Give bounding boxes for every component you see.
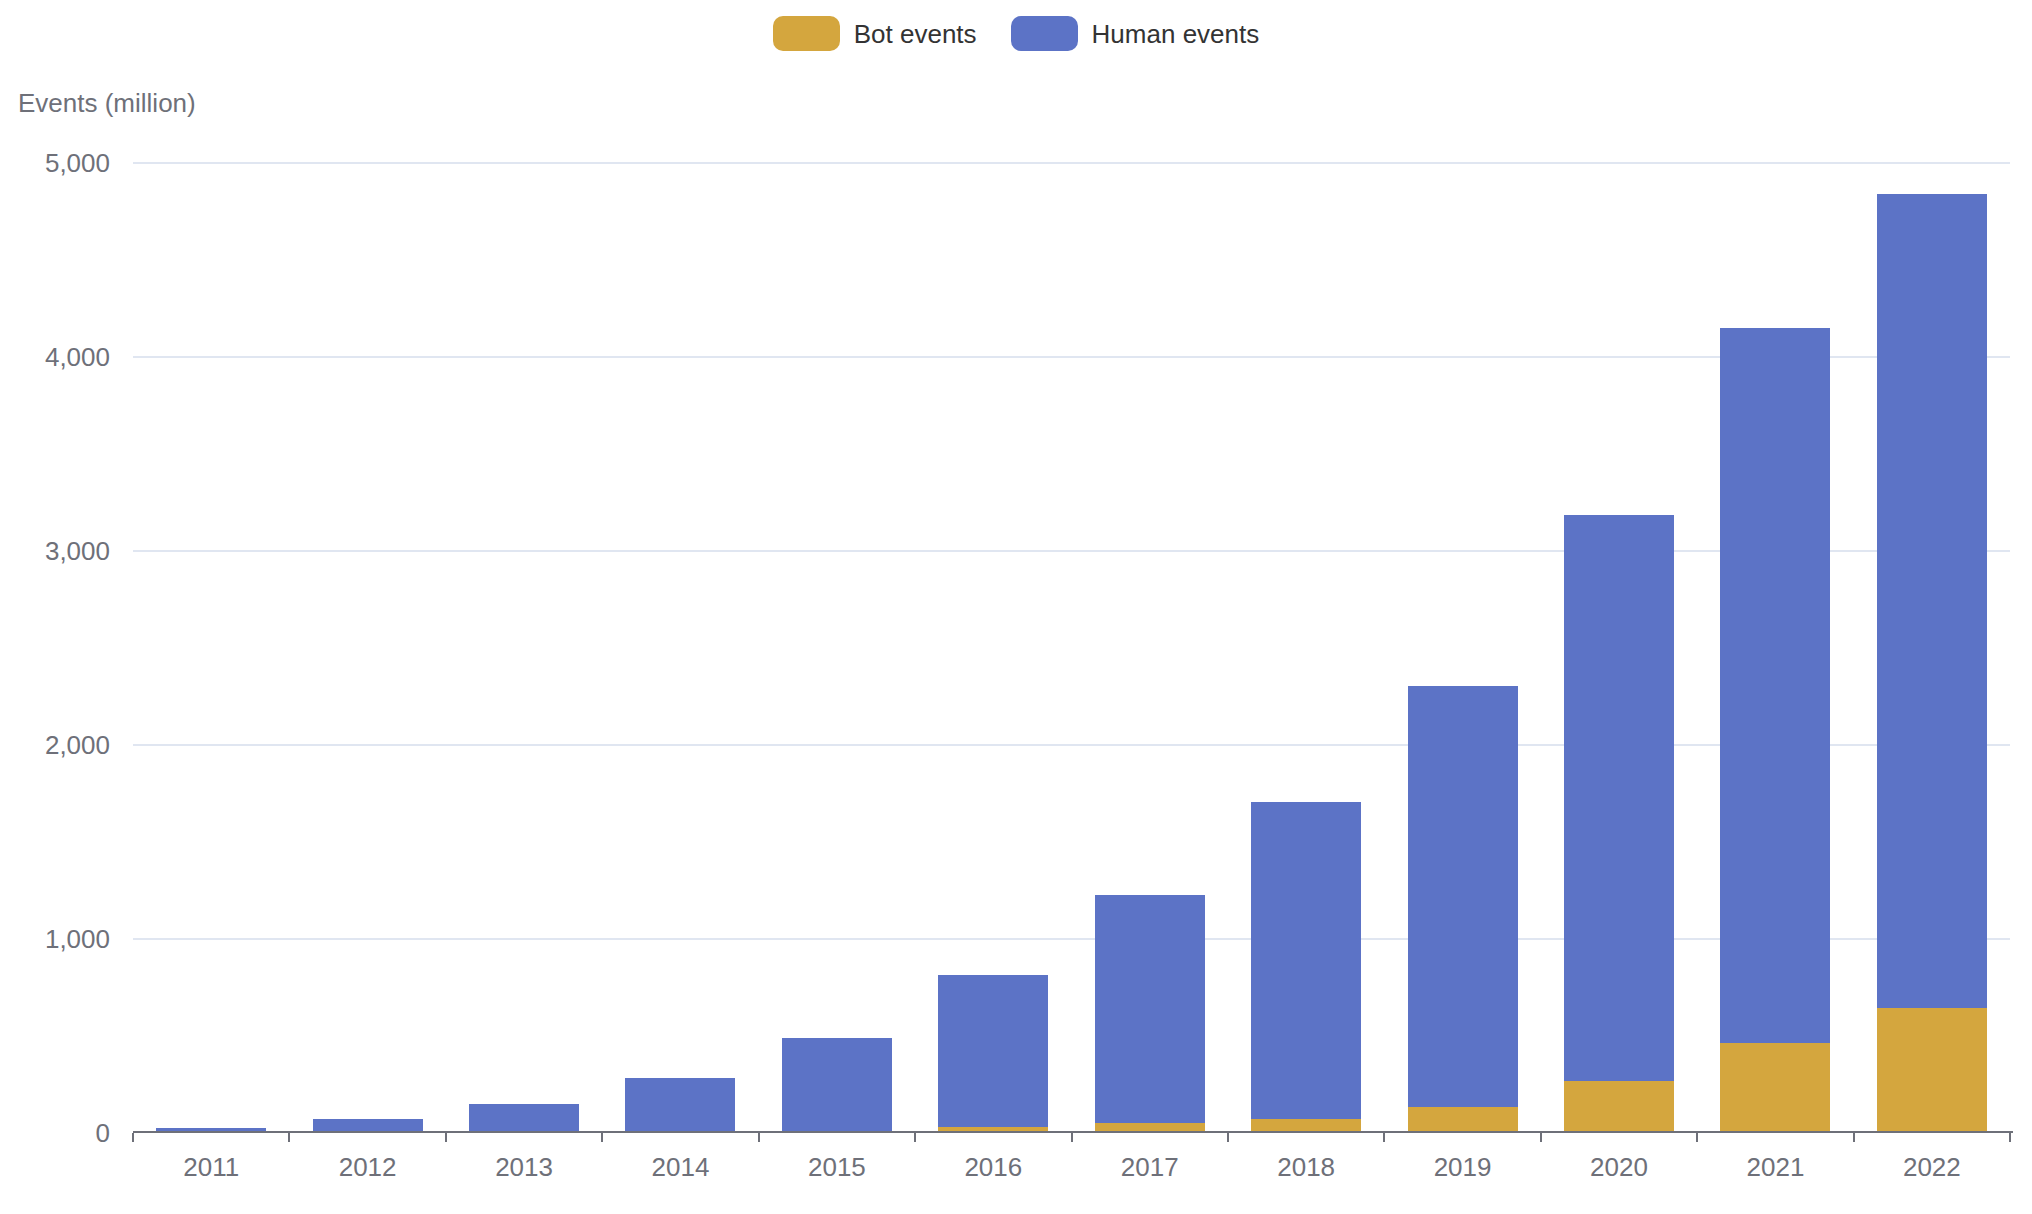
human-events-swatch-icon: [1011, 16, 1078, 51]
bar-segment-bot-2020[interactable]: [1564, 1081, 1674, 1133]
x-axis-tick: [1227, 1133, 1229, 1142]
bar-segment-human-2017[interactable]: [1095, 895, 1205, 1123]
bar-segment-human-2020[interactable]: [1564, 515, 1674, 1081]
x-axis-label-2016: 2016: [915, 1152, 1071, 1183]
x-axis-label-2012: 2012: [289, 1152, 445, 1183]
bar-group-2018: [1228, 163, 1384, 1133]
bar-group-2015: [759, 163, 915, 1133]
bar-group-2013: [446, 163, 602, 1133]
x-axis-ticks: [133, 1133, 2010, 1143]
bar-group-2011: [133, 163, 289, 1133]
x-axis-tick: [288, 1133, 290, 1142]
legend-item-bot-events[interactable]: Bot events: [773, 16, 977, 51]
x-axis-tick: [601, 1133, 603, 1142]
x-axis-label-2015: 2015: [759, 1152, 915, 1183]
y-axis-tick-label-1000: 1,000: [45, 924, 110, 955]
bar-segment-human-2018[interactable]: [1251, 802, 1361, 1119]
bar-segment-human-2021[interactable]: [1720, 328, 1830, 1043]
x-axis-label-2021: 2021: [1697, 1152, 1853, 1183]
bar-group-2019: [1384, 163, 1540, 1133]
bar-segment-human-2013[interactable]: [469, 1104, 579, 1133]
bar-group-2012: [289, 163, 445, 1133]
x-axis-label-2019: 2019: [1384, 1152, 1540, 1183]
x-axis-tick: [1853, 1133, 1855, 1142]
bar-group-2016: [915, 163, 1071, 1133]
bar-segment-bot-2022[interactable]: [1877, 1008, 1987, 1133]
plot-area: [133, 163, 2010, 1133]
bar-group-2022: [1854, 163, 2010, 1133]
legend-item-human-events[interactable]: Human events: [1011, 16, 1260, 51]
legend-label-bot-events: Bot events: [854, 21, 977, 47]
y-axis-tick-label-4000: 4,000: [45, 342, 110, 373]
x-axis-tick: [132, 1133, 134, 1142]
bar-segment-human-2022[interactable]: [1877, 194, 1987, 1009]
bar-segment-bot-2021[interactable]: [1720, 1043, 1830, 1133]
bars: [133, 163, 2010, 1133]
x-axis-tick: [1071, 1133, 1073, 1142]
x-axis-labels: 2011201220132014201520162017201820192020…: [133, 1152, 2010, 1183]
x-axis-tick: [445, 1133, 447, 1142]
y-axis-tick-label-0: 0: [96, 1118, 110, 1149]
x-axis-tick: [1696, 1133, 1698, 1142]
bar-segment-human-2019[interactable]: [1408, 686, 1518, 1107]
y-axis-tick-labels: 01,0002,0003,0004,0005,000: [0, 163, 110, 1133]
y-axis-tick-label-5000: 5,000: [45, 148, 110, 179]
x-axis-label-2014: 2014: [602, 1152, 758, 1183]
x-axis-tick: [1383, 1133, 1385, 1142]
x-axis-tick: [2009, 1133, 2011, 1142]
x-axis-label-2017: 2017: [1072, 1152, 1228, 1183]
x-axis-tick: [758, 1133, 760, 1142]
x-axis-label-2018: 2018: [1228, 1152, 1384, 1183]
legend-label-human-events: Human events: [1092, 21, 1260, 47]
bar-segment-bot-2019[interactable]: [1408, 1107, 1518, 1133]
x-axis-label-2011: 2011: [133, 1152, 289, 1183]
bar-group-2020: [1541, 163, 1697, 1133]
legend: Bot events Human events: [0, 16, 2032, 51]
x-axis-label-2022: 2022: [1854, 1152, 2010, 1183]
x-axis-tick: [1540, 1133, 1542, 1142]
x-axis-label-2013: 2013: [446, 1152, 602, 1183]
x-axis-label-2020: 2020: [1541, 1152, 1697, 1183]
bar-group-2021: [1697, 163, 1853, 1133]
stacked-bar-chart: Bot events Human events Events (million)…: [0, 0, 2032, 1214]
bar-group-2014: [602, 163, 758, 1133]
x-axis-tick: [914, 1133, 916, 1142]
bar-segment-human-2016[interactable]: [938, 975, 1048, 1127]
bot-events-swatch-icon: [773, 16, 840, 51]
y-axis-tick-label-2000: 2,000: [45, 730, 110, 761]
y-axis-title: Events (million): [18, 88, 196, 119]
bar-segment-human-2014[interactable]: [625, 1078, 735, 1133]
bar-segment-human-2015[interactable]: [782, 1038, 892, 1131]
y-axis-tick-label-3000: 3,000: [45, 536, 110, 567]
bar-group-2017: [1072, 163, 1228, 1133]
